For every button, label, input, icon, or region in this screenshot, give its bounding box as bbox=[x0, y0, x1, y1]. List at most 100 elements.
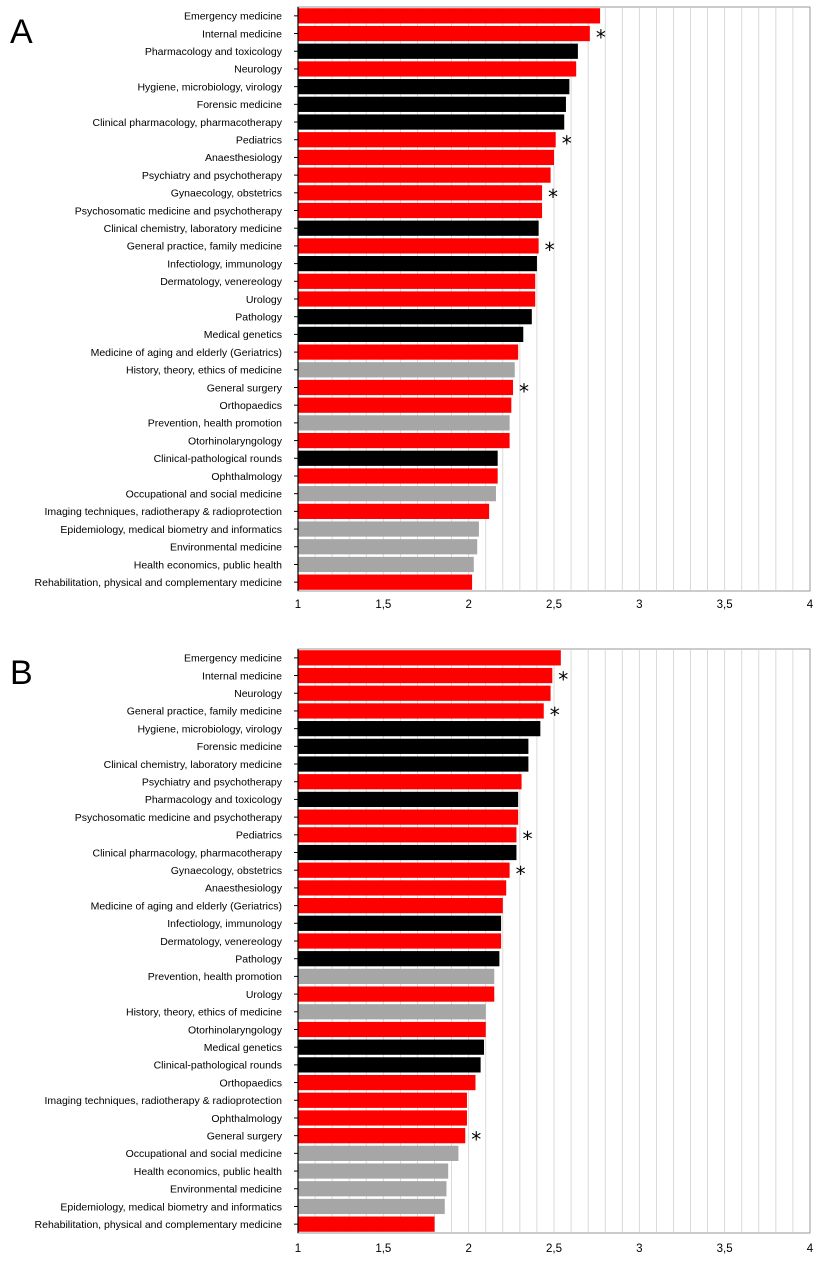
category-label: Pediatrics bbox=[236, 135, 282, 147]
category-label: Health economics, public health bbox=[134, 559, 282, 571]
category-label: Psychiatry and psychotherapy bbox=[142, 170, 283, 182]
bar bbox=[298, 862, 510, 878]
category-label: Clinical-pathological rounds bbox=[154, 1060, 282, 1072]
category-label: Psychosomatic medicine and psychotherapy bbox=[75, 205, 283, 217]
bar bbox=[298, 202, 543, 219]
x-tick-label: 4 bbox=[807, 1243, 814, 1255]
x-tick-label: 3,5 bbox=[717, 1243, 733, 1255]
category-label: Urology bbox=[246, 989, 283, 1001]
x-tick-label: 2 bbox=[465, 1243, 471, 1255]
category-label: General practice, family medicine bbox=[127, 706, 282, 718]
x-tick-label: 3 bbox=[636, 1243, 642, 1255]
bar bbox=[298, 721, 541, 737]
bar bbox=[298, 809, 519, 825]
category-label: Forensic medicine bbox=[197, 741, 282, 753]
category-label: Otorhinolaryngology bbox=[188, 435, 283, 447]
bar bbox=[298, 1110, 467, 1126]
category-label: Environmental medicine bbox=[170, 1184, 282, 1196]
category-label: Anaesthesiology bbox=[205, 152, 283, 164]
bar bbox=[298, 415, 510, 431]
category-label: Dermatology, venereology bbox=[160, 936, 283, 948]
category-label: History, theory, ethics of medicine bbox=[126, 1007, 282, 1019]
bar bbox=[298, 167, 551, 183]
category-label: Internal medicine bbox=[202, 670, 282, 682]
bar bbox=[298, 273, 536, 289]
panel-b: Emergency medicine Internal medicine * Neur… bbox=[10, 648, 814, 1255]
bar bbox=[298, 1163, 449, 1179]
bar bbox=[298, 255, 537, 272]
significance-star: * bbox=[550, 703, 560, 727]
category-label: Environmental medicine bbox=[170, 542, 282, 554]
category-label: Clinical pharmacology, pharmacotherapy bbox=[93, 847, 283, 859]
category-label: Emergency medicine bbox=[184, 11, 282, 23]
bar bbox=[298, 521, 479, 537]
bar bbox=[298, 827, 517, 843]
category-label: Prevention, health promotion bbox=[148, 971, 282, 983]
category-label: Hygiene, microbiology, virology bbox=[137, 723, 282, 735]
category-label: Orthopaedics bbox=[220, 1077, 282, 1089]
bar bbox=[298, 897, 503, 914]
category-label: Anaesthesiology bbox=[205, 883, 283, 895]
bar bbox=[298, 1128, 466, 1144]
bar bbox=[298, 291, 536, 307]
bar bbox=[298, 326, 524, 343]
x-tick-label: 1 bbox=[295, 1243, 301, 1255]
category-label: Ophthalmology bbox=[211, 471, 282, 483]
significance-star: * bbox=[519, 379, 529, 403]
category-label: Medicine of aging and elderly (Geriatric… bbox=[91, 900, 282, 912]
category-label: Epidemiology, medical biometry and infor… bbox=[60, 524, 282, 536]
x-tick-label: 2,5 bbox=[546, 1243, 562, 1255]
category-label: Neurology bbox=[234, 688, 283, 700]
x-tick-label: 4 bbox=[807, 599, 814, 611]
significance-star: * bbox=[471, 1128, 481, 1152]
significance-star: * bbox=[562, 132, 572, 156]
bar bbox=[298, 503, 490, 519]
bar bbox=[298, 556, 474, 573]
category-label: Pathology bbox=[235, 311, 282, 323]
bar bbox=[298, 1198, 445, 1215]
significance-star: * bbox=[548, 185, 558, 209]
bar bbox=[298, 114, 565, 130]
category-label: Clinical chemistry, laboratory medicine bbox=[104, 223, 283, 235]
bar bbox=[298, 703, 544, 719]
bar bbox=[298, 880, 507, 896]
category-label: Clinical chemistry, laboratory medicine bbox=[104, 759, 283, 771]
bar bbox=[298, 344, 519, 360]
category-label: Infectiology, immunology bbox=[167, 918, 283, 930]
category-label: Orthopaedics bbox=[220, 400, 282, 412]
category-label: Medical genetics bbox=[204, 329, 282, 341]
category-label: Psychosomatic medicine and psychotherapy bbox=[75, 812, 283, 824]
category-label: General surgery bbox=[207, 1130, 283, 1142]
bar bbox=[298, 238, 539, 254]
bar bbox=[298, 1074, 476, 1091]
x-tick-label: 1 bbox=[295, 599, 301, 611]
bar bbox=[298, 951, 500, 967]
bar bbox=[298, 667, 553, 684]
bar bbox=[298, 1021, 486, 1038]
bar bbox=[298, 220, 539, 236]
bar bbox=[298, 915, 502, 931]
bar bbox=[298, 1181, 447, 1197]
bar bbox=[298, 309, 532, 325]
bar bbox=[298, 791, 519, 808]
x-tick-label: 1,5 bbox=[375, 599, 391, 611]
category-label: Otorhinolaryngology bbox=[188, 1024, 283, 1036]
bar bbox=[298, 933, 502, 949]
category-label: Occupational and social medicine bbox=[126, 1148, 283, 1160]
significance-star: * bbox=[516, 862, 526, 886]
panel-letter: B bbox=[10, 654, 33, 692]
x-tick-label: 2,5 bbox=[546, 599, 562, 611]
category-label: Health economics, public health bbox=[134, 1166, 282, 1178]
x-tick-label: 3 bbox=[636, 599, 642, 611]
category-label: Prevention, health promotion bbox=[148, 418, 282, 430]
category-label: Psychiatry and psychotherapy bbox=[142, 777, 283, 789]
bar bbox=[298, 362, 515, 378]
bar bbox=[298, 844, 517, 861]
bar bbox=[298, 468, 498, 484]
category-label: Epidemiology, medical biometry and infor… bbox=[60, 1201, 282, 1213]
bar bbox=[298, 25, 590, 42]
category-label: Rehabilitation, physical and complementa… bbox=[35, 577, 283, 589]
category-label: Pediatrics bbox=[236, 830, 282, 842]
bar bbox=[298, 774, 522, 790]
category-label: Ophthalmology bbox=[211, 1113, 282, 1125]
